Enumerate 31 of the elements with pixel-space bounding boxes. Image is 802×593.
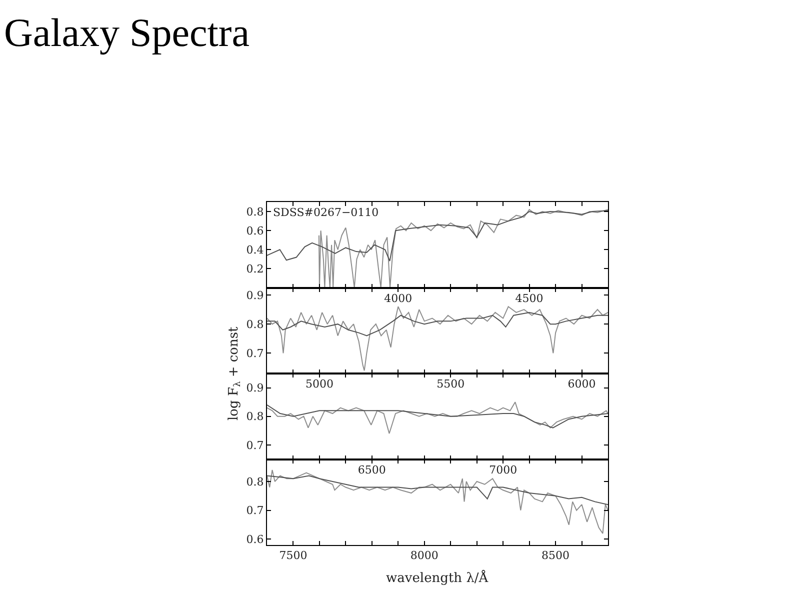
y-tick-label: 0.9: [246, 288, 264, 302]
x-tick-label: 6000: [568, 378, 596, 391]
x-tick-label: 7000: [489, 463, 518, 476]
line-series: [267, 306, 608, 372]
x-tick-label: 6500: [358, 463, 386, 476]
y-tick-label: 0.8: [246, 318, 264, 331]
y-tick-label: 0.8: [246, 410, 264, 424]
y-tick-label: 0.7: [246, 504, 264, 518]
x-tick-label: 8000: [410, 549, 438, 562]
x-tick-label: 4500: [515, 292, 544, 305]
line-series: [267, 402, 608, 434]
y-tick-label: 0.6: [246, 224, 264, 238]
line-series: [267, 404, 608, 428]
annotation: SDSS#0267−0110: [273, 206, 379, 219]
x-tick-label: 5500: [436, 378, 465, 391]
y-tick-label: 0.8: [246, 475, 264, 488]
chart-title: Galaxy Spectra: [4, 10, 250, 55]
y-tick-label: 0.2: [246, 262, 264, 276]
y-tick-label: 0.8: [246, 205, 264, 218]
x-tick-label: 8500: [542, 549, 570, 562]
y-tick-label: 0.9: [246, 382, 264, 395]
x-axis-title: wavelength λ/Å: [386, 569, 489, 586]
y-tick-label: 0.7: [246, 438, 264, 452]
x-tick-label: 5000: [305, 378, 334, 391]
x-tick-label: 7500: [279, 549, 308, 562]
x-tick-label: 4000: [384, 292, 412, 305]
y-tick-label: 0.7: [246, 347, 264, 360]
line-series: [267, 312, 608, 336]
y-tick-label: 0.4: [246, 243, 264, 256]
line-series: [267, 475, 608, 506]
y-tick-label: 0.6: [246, 533, 264, 546]
